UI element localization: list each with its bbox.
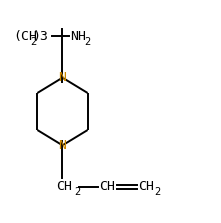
Text: N: N <box>59 139 67 152</box>
Text: )3: )3 <box>33 30 49 43</box>
Text: NH: NH <box>70 30 86 43</box>
Text: 2: 2 <box>84 37 91 47</box>
Text: CH: CH <box>138 180 154 193</box>
Text: 2: 2 <box>30 37 36 47</box>
Text: CH: CH <box>56 180 72 193</box>
Text: CH: CH <box>100 180 116 193</box>
Text: N: N <box>59 71 67 84</box>
Text: 2: 2 <box>154 187 160 197</box>
Text: (CH: (CH <box>13 30 37 43</box>
Text: 2: 2 <box>74 187 81 197</box>
